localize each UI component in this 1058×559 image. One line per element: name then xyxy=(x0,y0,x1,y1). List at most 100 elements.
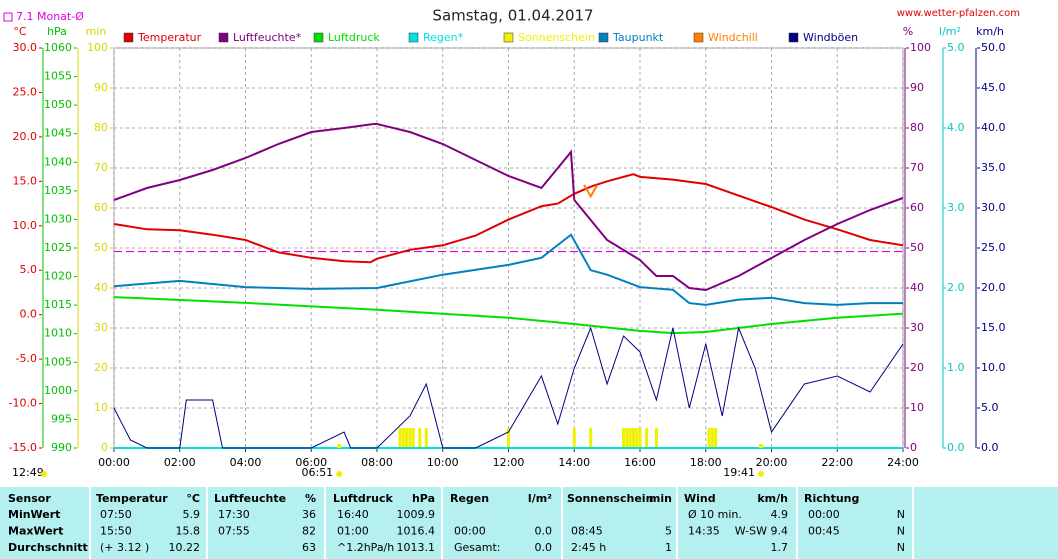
y-tick-label: 1010 xyxy=(44,327,72,340)
table-header: Temperatur xyxy=(96,492,168,505)
table-cell: 08:45 xyxy=(571,525,603,538)
table-cell: 1016.4 xyxy=(397,525,436,538)
sunshine-bar xyxy=(635,428,639,448)
table-header: Regen xyxy=(450,492,489,505)
y-tick-label: -10.0 xyxy=(9,397,37,410)
sunshine-bar xyxy=(418,428,422,448)
table-cell: 16:40 xyxy=(337,508,369,521)
y-tick-label: 30.0 xyxy=(981,201,1006,214)
legend-label: Luftfeuchte* xyxy=(233,31,302,44)
y-tick-label: 10 xyxy=(94,401,108,414)
series-line xyxy=(583,184,599,199)
x-tick-label: 00:00 xyxy=(98,456,130,469)
y-tick-label: 0.0 xyxy=(20,308,38,321)
y-tick-label: 60 xyxy=(910,201,924,214)
legend-label: Sonnenschein xyxy=(518,31,595,44)
y-tick-label: 90 xyxy=(94,81,108,94)
sunshine-bar xyxy=(631,428,635,448)
table-cell: W-SW 9.4 xyxy=(735,525,788,538)
table-cell: 00:00 xyxy=(808,508,840,521)
axis-title: km/h xyxy=(976,25,1004,38)
y-tick-label: 20.0 xyxy=(981,281,1006,294)
x-tick-label: 06:00 xyxy=(295,456,327,469)
table-cell: N xyxy=(897,525,905,538)
avg-label: 7.1 Monat-Ø xyxy=(16,10,84,23)
table-header-unit: °C xyxy=(186,492,200,505)
table-cell: 1.7 xyxy=(771,541,789,554)
table-header: Luftdruck xyxy=(333,492,394,505)
sunshine-bar xyxy=(424,428,428,448)
table-cell: 00:45 xyxy=(808,525,840,538)
legend-label: Taupunkt xyxy=(612,31,664,44)
legend-swatch xyxy=(408,32,419,43)
y-tick-label: 1015 xyxy=(44,298,72,311)
y-tick-label: 1000 xyxy=(44,384,72,397)
legend-label: Luftdruck xyxy=(328,31,380,44)
y-tick-label: 10.0 xyxy=(13,219,38,232)
sunset-label: 19:41 xyxy=(723,466,755,479)
legend-swatch xyxy=(693,32,704,43)
legend-swatch xyxy=(598,32,609,43)
x-tick-label: 22:00 xyxy=(821,456,853,469)
x-tick-label: 08:00 xyxy=(361,456,393,469)
table-cell: 0.0 xyxy=(535,525,553,538)
table-header-unit: l/m² xyxy=(528,492,552,505)
table-header-unit: hPa xyxy=(412,492,435,505)
table-cell: 5 xyxy=(665,525,672,538)
x-tick-label: 14:00 xyxy=(558,456,590,469)
y-tick-label: 90 xyxy=(910,81,924,94)
legend-label: Windchill xyxy=(708,31,758,44)
sunshine-bar xyxy=(625,428,629,448)
day-length: 12:49 xyxy=(12,466,44,479)
table-cell: 2:45 h xyxy=(571,541,606,554)
y-tick-label: 30 xyxy=(94,321,108,334)
table-cell: 01:00 xyxy=(337,525,369,538)
y-tick-label: 10.0 xyxy=(981,361,1006,374)
y-tick-label: 100 xyxy=(910,41,931,54)
y-tick-label: 20 xyxy=(910,361,924,374)
legend-label: Temperatur xyxy=(137,31,202,44)
table-cell: Gesamt: xyxy=(454,541,501,554)
table-cell: 17:30 xyxy=(218,508,250,521)
y-tick-label: 40 xyxy=(910,281,924,294)
series-line xyxy=(113,173,904,264)
y-tick-label: 990 xyxy=(51,441,72,454)
legend-label: Windböen xyxy=(803,31,858,44)
table-header-unit: km/h xyxy=(757,492,788,505)
y-tick-label: 1040 xyxy=(44,155,72,168)
sunshine-bar xyxy=(710,428,714,448)
y-tick-label: 0.0 xyxy=(947,441,965,454)
table-cell: 0.0 xyxy=(535,541,553,554)
sunshine-bar xyxy=(628,428,632,448)
y-tick-label: 40 xyxy=(94,281,108,294)
table-cell: N xyxy=(897,541,905,554)
y-tick-label: 0.0 xyxy=(981,441,999,454)
y-tick-label: 15.0 xyxy=(13,174,38,187)
sunshine-bar xyxy=(622,428,626,448)
y-tick-label: -5.0 xyxy=(16,352,37,365)
y-tick-label: 1055 xyxy=(44,70,72,83)
sun-dot xyxy=(757,471,764,477)
y-tick-label: 1020 xyxy=(44,270,72,283)
axis-title: % xyxy=(903,25,913,38)
sunshine-bar xyxy=(398,428,402,448)
table-header-unit: min xyxy=(649,492,672,505)
y-tick-label: 1030 xyxy=(44,212,72,225)
table-background xyxy=(0,487,1058,559)
y-tick-label: 1045 xyxy=(44,127,72,140)
y-tick-label: 1005 xyxy=(44,355,72,368)
x-tick-label: 16:00 xyxy=(624,456,656,469)
y-tick-label: 1.0 xyxy=(947,361,965,374)
legend-swatch xyxy=(123,32,134,43)
series-line xyxy=(113,123,904,292)
y-tick-label: 4.0 xyxy=(947,121,965,134)
table-cell: 10.22 xyxy=(169,541,201,554)
table-header: Sonnenschein xyxy=(567,492,653,505)
table-header: Luftfeuchte xyxy=(214,492,286,505)
table-header: Sensor xyxy=(8,492,51,505)
y-tick-label: 5.0 xyxy=(981,401,999,414)
series-line xyxy=(113,296,904,335)
sunshine-bar xyxy=(572,428,576,448)
sunshine-bar xyxy=(507,428,510,448)
